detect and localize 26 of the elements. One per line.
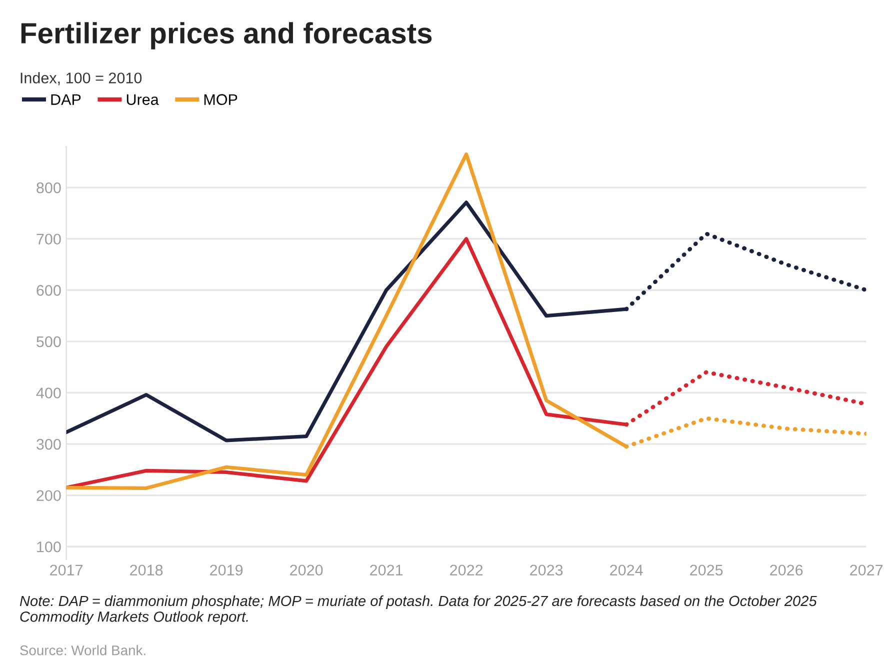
chart-subtitle: Index, 100 = 2010 [20,72,142,86]
x-tick-label: 2019 [210,564,243,576]
x-tick-label: 2026 [770,564,803,576]
x-tick-label: 2024 [610,564,643,576]
y-tick-label: 300 [36,438,61,450]
legend-label: DAP [51,94,81,105]
x-tick-label: 2023 [530,564,563,576]
x-tick-label: 2018 [130,564,163,576]
x-tick-label: 2027 [850,564,883,576]
x-tick-label: 2017 [50,564,83,576]
legend-label: MOP [204,94,238,105]
source-note: Source: World Bank. [20,645,146,656]
x-tick-label: 2020 [290,564,323,576]
x-tick-label: 2021 [370,564,403,576]
y-tick-label: 500 [36,336,61,348]
x-tick-label: 2025 [690,564,723,576]
y-tick-label: 700 [36,234,61,245]
y-tick-label: 100 [37,541,61,552]
legend-label: Urea [126,94,159,105]
y-tick-label: 400 [36,388,61,398]
chart-title: Fertilizer prices and forecasts [21,22,432,50]
y-tick-label: 600 [36,285,61,296]
text: Note: DAP = diammonium phosphate; MOP = muriate of potash. Data for 2025-27 are forecasts based on the October 2025 Commodity Markets Outlook report. [20,595,817,625]
x-tick-label: 2022 [450,564,483,576]
y-tick-label: 800 [36,182,61,194]
y-tick-label: 200 [36,490,61,502]
